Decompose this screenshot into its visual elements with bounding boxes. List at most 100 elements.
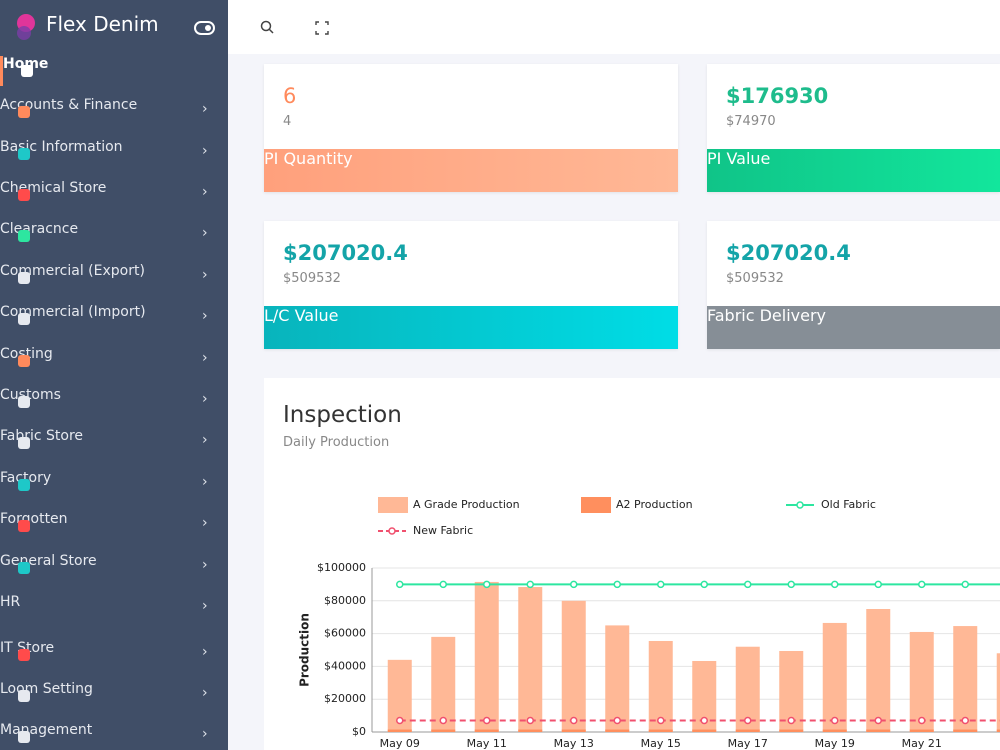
menu-item[interactable]: Basic Information › (0, 139, 228, 169)
stat-card: $207020.4 $509532 Fabric Delivery (707, 221, 1000, 349)
bar (561, 729, 586, 732)
menu-label: Home (3, 56, 49, 72)
marker (874, 716, 882, 725)
marker (439, 580, 447, 589)
menu-item[interactable]: Fabric Store › (0, 428, 228, 458)
marker (874, 580, 882, 589)
menu-item[interactable]: HR › (0, 594, 228, 624)
menu-item[interactable]: Factory › (0, 470, 228, 500)
x-tick-label: May 15 (641, 737, 681, 750)
logo (17, 14, 35, 40)
card-strip: Fabric Delivery (707, 306, 1000, 349)
legend-label: New Fabric (413, 524, 473, 537)
menu-icon (18, 562, 30, 574)
toggle-icon[interactable] (194, 20, 216, 36)
menu-item[interactable]: Commercial (Export) › (0, 263, 228, 293)
menu-item[interactable]: Accounts & Finance › (0, 97, 228, 127)
menu-item[interactable]: Home (0, 56, 228, 86)
brand: Flex Denim (46, 12, 159, 36)
marker (396, 716, 404, 725)
menu-label: Basic Information (0, 139, 123, 155)
menu-item[interactable]: Forgotten › (0, 511, 228, 541)
chevron: › (202, 184, 208, 200)
marker (526, 716, 534, 725)
y-tick-label: $100000 (317, 561, 366, 574)
menu-item[interactable]: Management › (0, 722, 228, 750)
marker (570, 580, 578, 589)
chevron: › (202, 644, 208, 660)
fullscreen-icon[interactable] (315, 21, 329, 35)
menu-item[interactable]: Loom Setting › (0, 681, 228, 711)
marker (657, 580, 665, 589)
bar (735, 729, 760, 732)
marker (918, 716, 926, 725)
x-tick-label: May 11 (467, 737, 507, 750)
chevron: › (202, 391, 208, 407)
card-label: Fabric Delivery (707, 306, 827, 325)
menu-item[interactable]: General Store › (0, 553, 228, 583)
menu-label: Commercial (Import) (0, 304, 146, 320)
card-sub: 4 (283, 114, 292, 129)
marker (787, 580, 795, 589)
y-tick-label: $80000 (324, 594, 366, 607)
menu-item[interactable]: Chemical Store › (0, 180, 228, 210)
card-value: $207020.4 (283, 241, 408, 265)
bar (996, 729, 1000, 732)
marker (961, 580, 969, 589)
menu-item[interactable]: Commercial (Import) › (0, 304, 228, 334)
chevron: › (202, 432, 208, 448)
chevron: › (202, 726, 208, 742)
chevron: › (202, 598, 208, 614)
marker (744, 580, 752, 589)
bar (779, 729, 804, 732)
marker (526, 580, 534, 589)
bar (648, 729, 673, 732)
card-value: $176930 (726, 84, 829, 108)
y-tick-label: $0 (352, 725, 366, 738)
bar (474, 729, 499, 732)
legend-swatch (581, 497, 611, 513)
bar (431, 636, 456, 732)
menu-item[interactable]: Customs › (0, 387, 228, 417)
marker (570, 716, 578, 725)
menu-icon (18, 520, 30, 532)
marker (744, 716, 752, 725)
chevron: › (202, 143, 208, 159)
menu-icon (18, 731, 30, 743)
x-tick-label: May 17 (728, 737, 768, 750)
bar (605, 729, 630, 732)
chevron: › (202, 308, 208, 324)
card-strip: PI Quantity (264, 149, 678, 192)
marker (483, 716, 491, 725)
card-sub: $509532 (726, 271, 784, 286)
x-tick-label: May 09 (380, 737, 420, 750)
menu-label: Factory (0, 470, 52, 486)
card-label: L/C Value (264, 306, 339, 325)
card-label: PI Quantity (264, 149, 353, 168)
bar (518, 729, 543, 732)
menu-icon (18, 396, 30, 408)
marker (961, 716, 969, 725)
bar (909, 631, 934, 732)
bar (996, 653, 1000, 732)
marker (657, 716, 665, 725)
chevron: › (202, 515, 208, 531)
panel-title: Inspection (283, 402, 402, 428)
menu-item[interactable]: Clearacnce › (0, 221, 228, 251)
legend-label: A Grade Production (413, 498, 520, 511)
search-icon[interactable] (260, 20, 276, 36)
bar (561, 600, 586, 732)
sidebar: Flex Denim Home Accounts & Finance › Basic … (0, 0, 228, 750)
menu-icon (18, 355, 30, 367)
card-sub: $74970 (726, 114, 776, 129)
menu-icon (18, 437, 30, 449)
menu-item[interactable]: Costing › (0, 346, 228, 376)
menu-icon (18, 272, 30, 284)
marker (700, 716, 708, 725)
menu-item[interactable]: IT Store › (0, 640, 228, 670)
bar (474, 581, 499, 732)
menu-icon (18, 230, 30, 242)
y-tick-label: $60000 (324, 627, 366, 640)
